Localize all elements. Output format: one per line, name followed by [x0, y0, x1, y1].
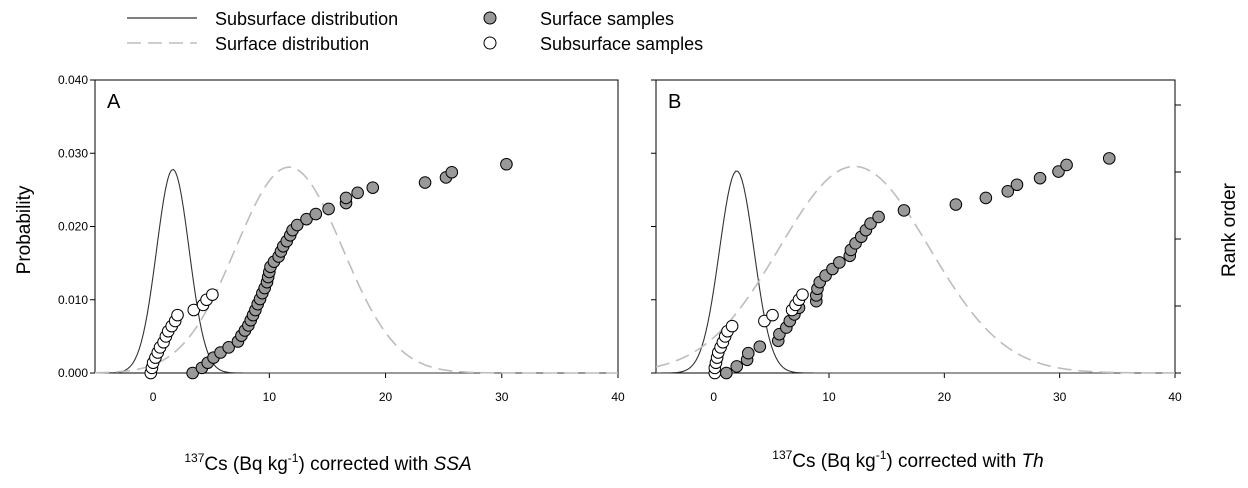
surface-sample-point-a-35	[366, 181, 380, 194]
legend-subsurface-marker	[483, 36, 497, 50]
surface-sample-point-a-28	[290, 218, 304, 232]
x-title-a-part1: Cs (Bq kg	[204, 454, 287, 475]
x-tick-label-a-3: 30	[495, 390, 509, 404]
x-title-b-method: Th	[1022, 451, 1044, 472]
x-title-b-iso: 137	[772, 448, 792, 462]
x-title-a-iso: 137	[184, 451, 204, 465]
x-tick-label-a-2: 20	[379, 390, 393, 404]
surface-sample-point-a-38	[445, 165, 459, 179]
x-axis-title-a: 137Cs (Bq kg-1) corrected with SSA	[184, 451, 471, 475]
surface-sample-point-b-23	[864, 217, 877, 230]
legend-surface-marker	[483, 11, 497, 25]
x-tick-label-b-1: 10	[822, 390, 836, 404]
x-tick-label-b-0: 0	[710, 390, 717, 404]
y-tick-label-a-3: 0.030	[58, 146, 88, 160]
surface-sample-point-b-0	[720, 366, 733, 380]
surface-sample-point-a-34	[351, 186, 364, 200]
surface-sample-point-a-30	[309, 207, 323, 221]
surface-sample-point-b-28	[1001, 185, 1015, 198]
surface-distribution-curve-a	[94, 166, 618, 374]
surface-sample-point-a-39	[500, 157, 513, 171]
x-tick-label-b-2: 20	[938, 390, 952, 404]
surface-sample-point-b-27	[979, 191, 993, 205]
legend-surface-samples: Surface samples	[540, 9, 674, 29]
surface-sample-point-b-26	[949, 198, 963, 211]
x-tick-label-a-0: 0	[150, 390, 157, 404]
surface-sample-point-b-3	[741, 346, 755, 360]
x-title-a-method: SSA	[434, 454, 472, 475]
legend-subsurface-samples: Subsurface samples	[540, 34, 703, 54]
x-title-a-part2: ) corrected with	[298, 454, 433, 475]
y-tick-label-a-0: 0.000	[58, 366, 88, 380]
x-title-b-exp: -1	[876, 448, 887, 462]
x-tick-label-b-4: 40	[1168, 390, 1182, 404]
panel-b: 0 10 20 30 40 B	[651, 79, 1182, 404]
subsurface-distribution-curve-a	[95, 168, 618, 374]
x-tick-label-b-3: 30	[1053, 390, 1067, 404]
x-title-a-exp: -1	[288, 451, 299, 465]
surface-sample-point-a-36	[418, 176, 432, 189]
panel-a: 0 10 20 30 40 0.000 0.010 0.020 0.030 0.040 A	[58, 73, 625, 404]
subsurface-sample-point-b-11	[766, 308, 779, 322]
y-tick-label-a-2: 0.020	[58, 220, 88, 234]
legend: Subsurface distribution Surface distribu…	[127, 9, 703, 54]
surface-sample-point-a-31	[322, 202, 335, 216]
surface-sample-point-b-30	[1033, 171, 1047, 185]
surface-sample-point-b-24	[872, 210, 885, 224]
surface-sample-point-b-25	[897, 204, 911, 217]
surface-sample-point-a-33	[339, 191, 353, 205]
y-axis-title-probability: Probability	[14, 185, 35, 274]
y-tick-label-a-1: 0.010	[58, 293, 88, 307]
x-title-b-part2: ) corrected with	[886, 451, 1021, 472]
surface-sample-point-b-17	[833, 256, 846, 269]
surface-sample-point-a-5	[222, 341, 235, 354]
subsurface-distribution-curve-b	[655, 170, 1175, 374]
panel-letter-b: B	[668, 91, 681, 113]
surface-distribution-curve-b	[655, 165, 1175, 374]
x-axis-title-b: 137Cs (Bq kg-1) corrected with Th	[772, 448, 1043, 472]
surface-sample-point-b-31	[1052, 165, 1065, 178]
legend-surface-distribution: Surface distribution	[215, 34, 369, 54]
surface-sample-point-b-29	[1010, 178, 1024, 192]
subsurface-sample-point-a-15	[206, 288, 219, 301]
y-tick-label-a-4: 0.040	[58, 73, 88, 87]
surface-sample-point-b-33	[1102, 152, 1116, 165]
legend-subsurface-distribution: Subsurface distribution	[215, 9, 398, 29]
x-tick-label-a-1: 10	[263, 390, 277, 404]
panel-letter-a: A	[107, 91, 121, 113]
subsurface-sample-point-b-9	[725, 319, 739, 333]
x-title-b-part1: Cs (Bq kg	[792, 451, 875, 472]
surface-sample-point-b-1	[730, 360, 744, 373]
subsurface-sample-point-b-15	[796, 288, 809, 301]
subsurface-sample-point-a-11	[171, 308, 184, 322]
x-tick-label-a-4: 40	[611, 390, 625, 404]
surface-sample-point-b-4	[753, 340, 767, 353]
surface-sample-point-b-32	[1060, 158, 1073, 172]
y-axis-title-rank-order: Rank order	[1219, 182, 1240, 277]
